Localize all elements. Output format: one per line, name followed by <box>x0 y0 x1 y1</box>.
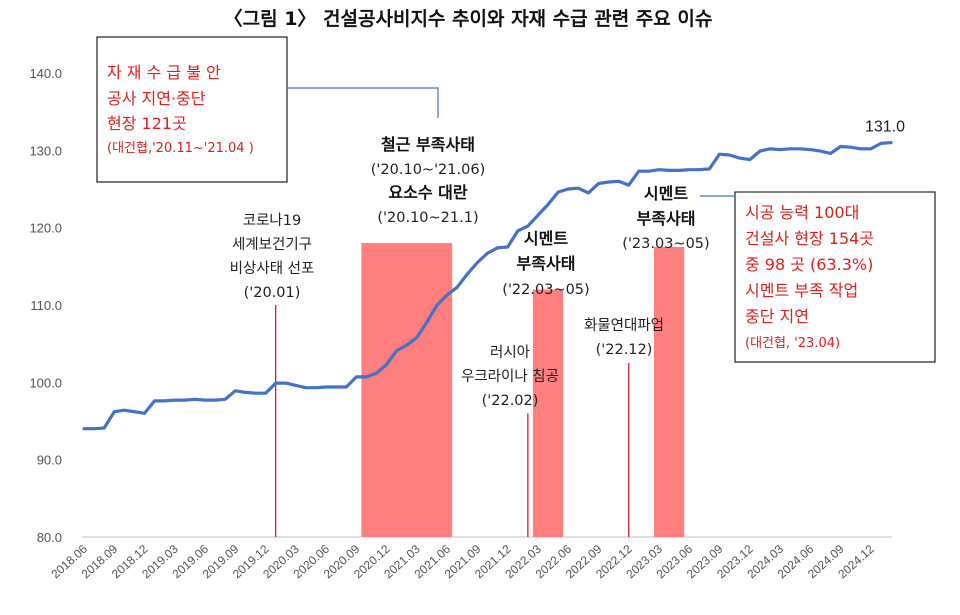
y-axis: 80.0 90.0 100.0 110.0 120.0 130.0 140.0 <box>29 66 62 545</box>
construction-cost-index-line <box>82 141 893 431</box>
event-lines <box>275 305 630 537</box>
y-tick-label: 120.0 <box>29 221 62 236</box>
russia-annotation-line: 우크라이나 침공 <box>461 368 559 385</box>
right-callout-line: 시공 능력 100대 <box>745 203 859 222</box>
covid-annotation-line: 세계보건기구 <box>232 236 312 253</box>
covid-annotation-line: 코로나19 <box>243 212 301 229</box>
cement-2022-annotation: 시멘트 부족사태 ('22.03~05) <box>502 229 589 298</box>
cement-2023-title: 시멘트 <box>644 184 688 203</box>
cement-2023-annotation: 시멘트 부족사태 ('23.03~05) <box>622 184 709 252</box>
russia-annotation-line: ('22.02) <box>482 393 539 409</box>
y-tick-label: 140.0 <box>29 66 62 81</box>
russia-annotation: 러시아 우크라이나 침공 ('22.02) <box>461 344 559 409</box>
strike-annotation: 화물연대파업 ('22.12) <box>584 317 664 358</box>
covid-annotation: 코로나19 세계보건기구 비상사태 선포 ('20.01) <box>230 212 315 301</box>
cement-2022-period: ('22.03~05) <box>502 282 589 298</box>
urea-crisis-title: 요소수 대란 <box>388 183 467 202</box>
cement-2023-period: ('23.03~05) <box>622 236 709 252</box>
y-tick-label: 110.0 <box>30 298 62 313</box>
cement-2022-title: 시멘트 <box>524 229 568 248</box>
rebar-urea-annotation: 철근 부족사태 ('20.10~'21.06) 요소수 대란 ('20.10~2… <box>371 135 485 226</box>
covid-annotation-line: 비상사태 선포 <box>230 260 315 277</box>
cement-2022-title: 부족사태 <box>517 254 576 273</box>
right-callout-line: 건설사 현장 154곳 <box>745 229 874 248</box>
rebar-shortage-band <box>361 243 453 537</box>
y-tick-label: 130.0 <box>29 143 62 158</box>
y-tick-label: 100.0 <box>29 375 62 390</box>
highlight-bands <box>361 243 685 537</box>
right-callout-line: 중 98 곳 (63.3%) <box>745 255 873 274</box>
strike-annotation-line: 화물연대파업 <box>584 317 664 334</box>
left-callout-line: 공사 지연·중단 <box>107 89 206 108</box>
rebar-shortage-title: 철근 부족사태 <box>381 135 475 154</box>
cement-2022-shortage-band <box>532 289 564 537</box>
chart-title: 〈그림 1〉 건설공사비지수 추이와 자재 수급 관련 주요 이슈 <box>224 7 713 30</box>
last-value-label: 131.0 <box>865 119 905 136</box>
left-callout-line: 자 재 수 급 불 안 <box>107 63 221 82</box>
right-callout-box <box>734 191 936 363</box>
left-callout-source: (대건협,'20.11~'21.04 ) <box>107 141 254 156</box>
urea-crisis-period: ('20.10~21.1) <box>377 210 478 226</box>
rebar-shortage-period: ('20.10~'21.06) <box>371 162 485 178</box>
left-callout: 자 재 수 급 불 안 공사 지연·중단 현장 121곳 (대건협,'20.11… <box>96 36 439 183</box>
y-tick-label: 90.0 <box>37 453 62 468</box>
strike-annotation-line: ('22.12) <box>596 342 653 358</box>
russia-annotation-line: 러시아 <box>490 344 530 361</box>
left-callout-connector <box>287 87 439 118</box>
right-callout-source: (대건협, '23.04) <box>745 336 840 351</box>
y-tick-label: 80.0 <box>37 530 62 545</box>
left-callout-line: 현장 121곳 <box>107 114 187 133</box>
cement-2023-shortage-band <box>653 247 685 537</box>
left-callout-box <box>96 36 288 183</box>
right-callout-line: 시멘트 부족 작업 <box>745 281 858 300</box>
covid-annotation-line: ('20.01) <box>244 285 301 301</box>
x-axis: 2018.06 2018.09 2018.12 2019.03 2019.06 … <box>48 542 877 582</box>
cement-2023-title: 부족사태 <box>637 209 696 228</box>
right-callout: 시공 능력 100대 건설사 현장 154곳 중 98 곳 (63.3%) 시멘… <box>700 191 936 363</box>
right-callout-line: 중단 지연 <box>745 307 809 326</box>
